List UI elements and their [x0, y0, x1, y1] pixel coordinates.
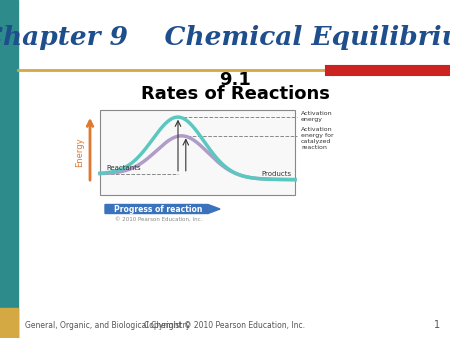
Text: Products: Products — [261, 171, 291, 177]
Bar — [0, 0, 18, 338]
Bar — [100, 110, 295, 195]
Text: Reactants: Reactants — [106, 165, 140, 171]
Text: Rates of Reactions: Rates of Reactions — [140, 85, 329, 103]
Text: Energy: Energy — [76, 138, 85, 167]
Text: Progress of reaction: Progress of reaction — [114, 204, 202, 214]
Text: © 2010 Pearson Education, Inc.: © 2010 Pearson Education, Inc. — [115, 217, 202, 221]
Text: Chapter 9    Chemical Equilibrium: Chapter 9 Chemical Equilibrium — [0, 25, 450, 50]
Text: General, Organic, and Biological Chemistry: General, Organic, and Biological Chemist… — [25, 321, 190, 330]
Text: 1: 1 — [434, 320, 440, 330]
Text: Copyright © 2010 Pearson Education, Inc.: Copyright © 2010 Pearson Education, Inc. — [144, 321, 306, 330]
Bar — [0, 308, 18, 338]
Text: Activation
energy for
catalyzed
reaction: Activation energy for catalyzed reaction — [301, 127, 333, 150]
Text: Activation
energy: Activation energy — [301, 112, 333, 122]
FancyArrow shape — [105, 204, 220, 214]
Text: 9.1: 9.1 — [219, 71, 251, 89]
